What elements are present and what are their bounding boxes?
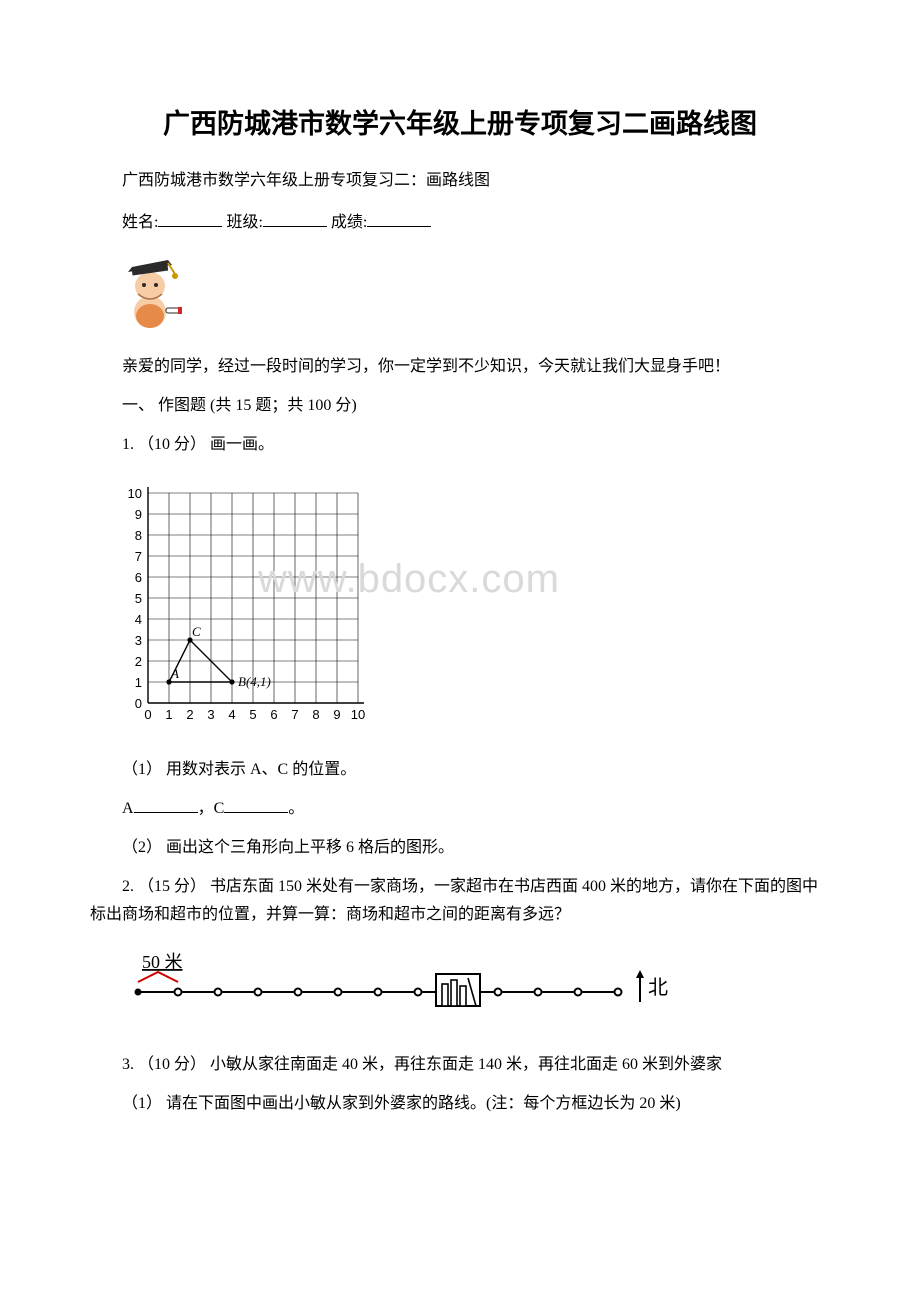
- svg-text:2: 2: [186, 707, 193, 722]
- fill-comma: ，C: [198, 800, 225, 817]
- fill-c-blank[interactable]: [224, 795, 288, 813]
- svg-text:4: 4: [228, 707, 235, 722]
- svg-text:50 米: 50 米: [142, 952, 183, 972]
- svg-text:6: 6: [135, 570, 142, 585]
- q1-stem: 1. （10 分） 画一画。: [90, 431, 830, 460]
- class-label: 班级:: [226, 214, 262, 231]
- svg-text:7: 7: [135, 549, 142, 564]
- q1-chart: 109876543210012345678910ACB(4,1) www.bdo…: [118, 473, 830, 742]
- svg-text:7: 7: [291, 707, 298, 722]
- name-label: 姓名:: [122, 214, 158, 231]
- q2-text: 2. （15 分） 书店东面 150 米处有一家商场，一家超市在书店西面 400…: [90, 873, 830, 931]
- score-label: 成绩:: [331, 214, 367, 231]
- class-blank[interactable]: [263, 210, 327, 228]
- svg-text:C: C: [192, 624, 201, 639]
- score-blank[interactable]: [367, 210, 431, 228]
- svg-text:9: 9: [333, 707, 340, 722]
- svg-text:5: 5: [249, 707, 256, 722]
- svg-text:0: 0: [135, 696, 142, 711]
- svg-text:B(4,1): B(4,1): [238, 674, 271, 689]
- section-heading: 一、 作图题 (共 15 题；共 100 分): [90, 392, 830, 421]
- svg-text:4: 4: [135, 612, 142, 627]
- svg-text:1: 1: [135, 675, 142, 690]
- svg-text:3: 3: [135, 633, 142, 648]
- svg-text:0: 0: [144, 707, 151, 722]
- svg-text:3: 3: [207, 707, 214, 722]
- q1-sub1: （1） 用数对表示 A、C 的位置。: [90, 756, 830, 785]
- svg-text:5: 5: [135, 591, 142, 606]
- q3-sub1: （1） 请在下面图中画出小敏从家到外婆家的路线。(注：每个方框边长为 20 米): [90, 1090, 830, 1119]
- intro-text: 亲爱的同学，经过一段时间的学习，你一定学到不少知识，今天就让我们大显身手吧！: [90, 353, 830, 382]
- svg-text:2: 2: [135, 654, 142, 669]
- svg-text:10: 10: [351, 707, 365, 722]
- svg-text:8: 8: [312, 707, 319, 722]
- svg-text:北: 北: [648, 976, 668, 999]
- q3-stem: 3. （10 分） 小敏从家往南面走 40 米，再往东面走 140 米，再往北面…: [90, 1051, 830, 1080]
- svg-text:A: A: [170, 666, 179, 681]
- svg-text:10: 10: [128, 486, 142, 501]
- name-blank[interactable]: [158, 210, 222, 228]
- mascot-icon: [118, 252, 830, 343]
- fill-a-blank[interactable]: [134, 795, 198, 813]
- q1-fill-line: A ，C 。: [90, 795, 830, 824]
- svg-text:8: 8: [135, 528, 142, 543]
- q2-numberline: 50 米北: [118, 948, 830, 1029]
- fill-a-label: A: [122, 800, 134, 817]
- svg-text:1: 1: [165, 707, 172, 722]
- svg-text:9: 9: [135, 507, 142, 522]
- fill-end: 。: [288, 800, 304, 817]
- subtitle: 广西防城港市数学六年级上册专项复习二：画路线图: [90, 167, 830, 196]
- q1-sub2: （2） 画出这个三角形向上平移 6 格后的图形。: [90, 834, 830, 863]
- student-info-line: 姓名: 班级: 成绩:: [90, 209, 830, 238]
- svg-text:6: 6: [270, 707, 277, 722]
- page-title: 广西防城港市数学六年级上册专项复习二画路线图: [90, 100, 830, 149]
